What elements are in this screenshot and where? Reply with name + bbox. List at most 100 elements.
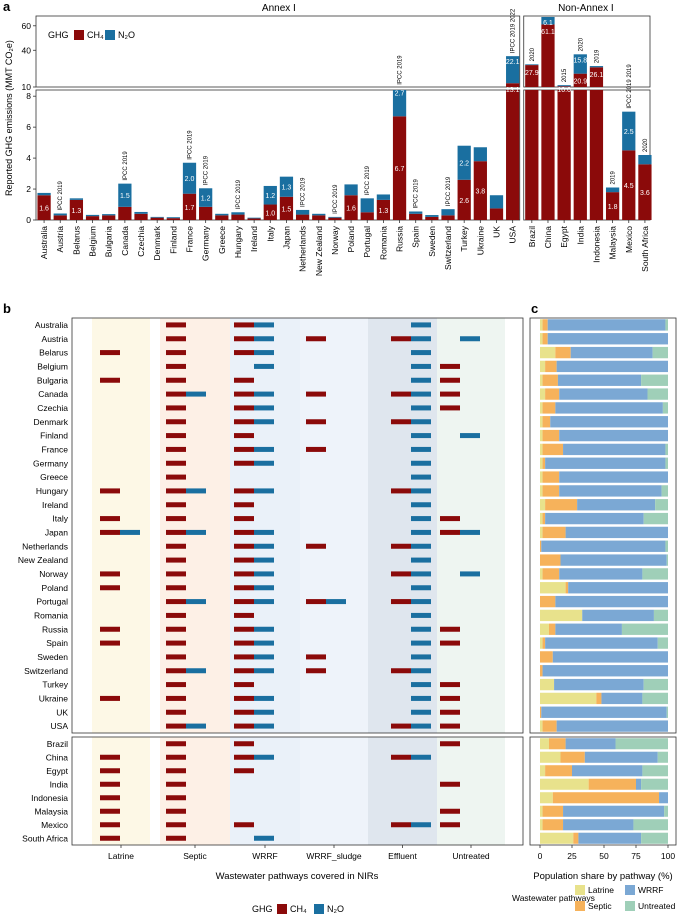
share-latrine-poland [540,582,566,594]
share-latrine-finland [540,429,543,442]
share-wrrf-usa [556,720,668,732]
cell-ch4-netherlands-septic [166,543,186,549]
share-latrine-turkey [540,678,555,691]
bar-ch4-turkey [457,179,471,220]
share-latrine-malaysia [540,805,543,817]
share-septic-poland [565,582,569,594]
cell-n2o-romania-effluent [411,612,431,618]
cell-ch4-czechia-wrrf [234,405,254,411]
cell-ch4-netherlands-wrrf-sludge [306,543,326,549]
legend-label-n2o: N₂O [118,30,135,40]
cell-n2o-japan-untreated [460,529,480,535]
share-septic-mexico [542,819,564,831]
cell-ch4-norway-effluent [391,571,411,577]
cell-n2o-norway-untreated [460,571,480,577]
cell-ch4-egypt-wrrf [234,768,254,774]
share-latrine-belarus [540,346,556,359]
cell-ch4-switzerland-wrrf-sludge [306,668,326,674]
cell-n2o-france-effluent [411,446,431,452]
cell-ch4-mexico-untreated [440,822,460,828]
share-latrine-canada [540,388,546,400]
bar-ch4-south-africa [638,164,652,220]
cell-ch4-ukraine-latrine [100,695,120,701]
share-latrine-japan [540,526,543,539]
cell-ch4-switzerland-septic [166,668,186,674]
row-label-belgium: Belgium [37,361,68,371]
share-wrrf-india [636,778,642,790]
share-untreated-italy [643,512,668,525]
cell-n2o-new-zealand-effluent [411,557,431,563]
cell-ch4-usa-septic [166,723,186,729]
cell-n2o-belarus-effluent [411,350,431,356]
data-label-ch4-usa: 13.1 [506,87,520,94]
share-wrrf-sweden [552,651,668,663]
data-label-n2o-turkey: 2.2 [459,161,469,168]
bar-n2o-japan [279,176,294,197]
share-latrine-spain [540,637,543,649]
cell-ch4-norway-septic [166,571,186,577]
cell-ch4-uk-septic [166,709,186,715]
bar-note-austria: IPCC 2019 [58,180,64,210]
bar-note-south-africa: 2020 [643,138,649,152]
legend-label-septic: Septic [588,901,612,911]
y-tick-label: 10 [22,82,32,92]
data-label-ch4-ukraine: 3.8 [475,189,485,196]
share-septic-japan [542,526,566,539]
panel-a-stacked-bar-chart: Annex I Non-Annex I 0 2 4 6 810 40 60 Reported GH… [4,3,652,276]
bar-note-canada: IPCC 2019 [123,151,129,181]
bar-ch4-czechia [134,213,148,220]
legend-swatch-ch4 [74,30,84,40]
share-septic-belarus [555,346,571,359]
cell-ch4-sweden-septic [166,654,186,660]
cell-n2o-turkey-effluent [411,682,431,688]
cell-ch4-portugal-septic [166,599,186,605]
panel-b-pathway-coverage-grid: Australia Austria Belarus Belgium Bulgaria Ca… [18,317,524,914]
cell-ch4-italy-latrine [100,516,120,522]
row-label-russia: Russia [42,624,68,634]
bar-note-russia: IPCC 2019 [398,55,404,85]
data-label-n2o-germany: 1.2 [201,196,211,203]
cell-n2o-australia-wrrf [254,322,274,328]
share-latrine-romania [540,609,583,622]
row-label-south-africa: South Africa [22,833,68,843]
data-label-ch4-egypt: 10.6 [557,87,571,94]
data-label-ch4-brazil: 27.9 [525,70,539,77]
cell-n2o-japan-septic [186,529,206,535]
share-septic-new-zealand [540,554,561,566]
share-septic-norway [542,568,560,580]
bar-ch4-bulgaria [102,215,116,220]
cell-ch4-canada-septic [166,391,186,397]
data-label-ch4-australia: 1.6 [39,206,49,213]
cell-n2o-australia-effluent [411,322,431,328]
share-septic-belgium [545,360,557,373]
annex-grid-frame [71,317,524,734]
pathway-label-untreated: Untreated [452,851,490,861]
legend-swatch-n2o [105,30,115,40]
cell-n2o-switzerland-septic [186,668,206,674]
row-label-ireland: Ireland [42,500,68,510]
cell-ch4-mexico-wrrf [234,822,254,828]
share-wrrf-ukraine [601,692,643,705]
share-untreated-belarus [652,346,668,359]
x-tick-label-italy: Italy [265,225,275,241]
bar-n2o-belgium [85,214,100,217]
share-untreated-russia [621,623,668,635]
bar-n2o-italy [263,185,277,205]
legend-label-untreated: Untreated [638,901,676,911]
cell-ch4-egypt-latrine [100,768,120,774]
share-wrrf-china [584,751,658,763]
cell-n2o-poland-effluent [411,585,431,591]
bar-ch4-spain [409,213,423,220]
share-latrine-bulgaria [540,374,543,386]
data-label-n2o-india: 15.8 [573,57,587,64]
cell-ch4-canada-untreated [440,391,460,397]
share-septic-ireland [545,499,578,511]
x-tick-label: 25 [567,851,577,861]
cell-ch4-ireland-wrrf [234,502,254,508]
share-untreated-spain [657,637,668,649]
cell-ch4-hungary-latrine [100,488,120,494]
bar-n2o-usa [506,56,520,84]
panel-c-population-share-chart: 0 25 50 75 100 Population share by pathway (%… [512,317,677,911]
cell-ch4-hungary-septic [166,488,186,494]
x-tick-label: 75 [631,851,641,861]
